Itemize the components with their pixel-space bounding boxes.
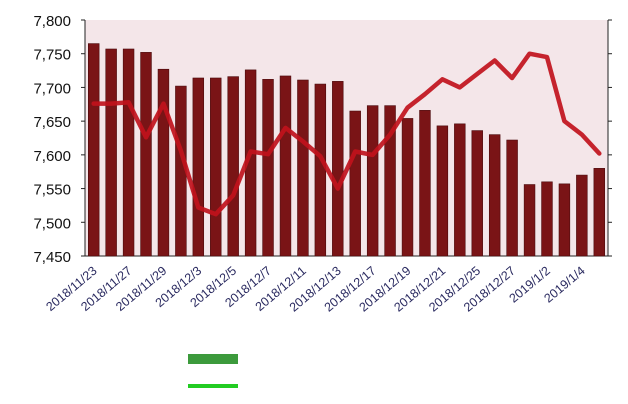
bar: [279, 75, 292, 257]
legend-swatch-bars: [188, 354, 238, 364]
bar: [140, 52, 152, 257]
legend-item-line: [188, 384, 244, 388]
y-tick-label: 7,550: [33, 182, 71, 199]
bar: [297, 79, 309, 257]
series-line: [91, 51, 602, 217]
bar: [227, 76, 239, 257]
bar: [88, 43, 100, 257]
plot-background: [85, 20, 608, 256]
y-tick-label: 7,650: [33, 114, 71, 131]
bar: [436, 125, 449, 257]
bar: [471, 130, 483, 257]
y-tick-label: 7,700: [33, 80, 71, 97]
legend-swatch-line: [188, 384, 238, 388]
y-tick-label: 7,500: [33, 215, 71, 232]
bar: [401, 118, 414, 257]
bar: [332, 81, 344, 257]
bar: [175, 85, 187, 257]
bar: [349, 110, 361, 257]
bar: [262, 79, 274, 257]
bar: [558, 183, 571, 257]
bar: [523, 184, 536, 257]
bar: [454, 123, 466, 257]
bar: [593, 168, 605, 257]
bar: [576, 174, 588, 257]
bar: [314, 83, 327, 257]
bar: [506, 139, 518, 257]
y-tick-label: 7,800: [33, 13, 71, 30]
bar: [192, 77, 205, 257]
bar: [122, 48, 135, 257]
bar: [210, 77, 222, 257]
bar: [488, 134, 501, 257]
bar: [105, 48, 117, 257]
y-tick-label: 7,600: [33, 148, 71, 165]
y-tick-label: 7,450: [33, 249, 71, 266]
y-tick-label: 7,750: [33, 47, 71, 64]
bar: [157, 68, 170, 257]
bar: [419, 110, 431, 257]
legend-item-bars: [188, 354, 244, 364]
bar: [366, 105, 379, 257]
bar: [541, 181, 553, 257]
bar: [384, 105, 396, 257]
